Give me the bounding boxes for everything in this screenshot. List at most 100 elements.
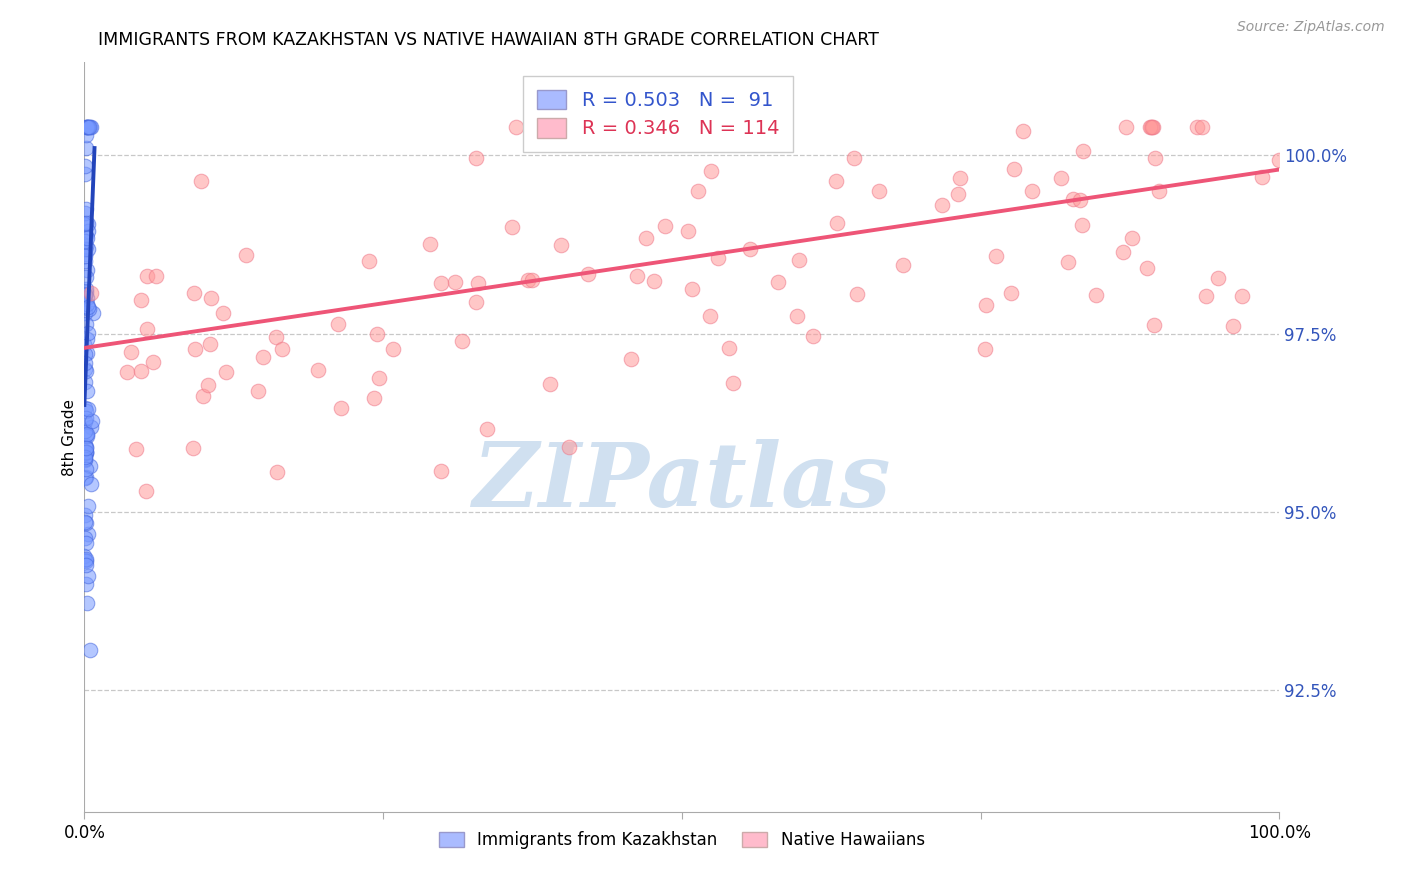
Point xyxy=(451,334,474,348)
Point xyxy=(891,258,914,272)
Point xyxy=(75,414,97,428)
Point xyxy=(1139,120,1161,134)
Point xyxy=(475,421,498,435)
Point xyxy=(75,411,97,425)
Point xyxy=(1021,184,1043,198)
Point xyxy=(76,402,98,417)
Point xyxy=(1057,255,1080,269)
Point xyxy=(825,173,848,187)
Point xyxy=(75,444,97,458)
Point xyxy=(1071,144,1094,158)
Point xyxy=(1143,318,1166,332)
Point xyxy=(654,219,676,234)
Point xyxy=(1267,153,1289,168)
Point xyxy=(1112,244,1135,259)
Point xyxy=(76,346,98,360)
Point xyxy=(183,441,205,455)
Point xyxy=(75,254,97,268)
Point xyxy=(73,242,96,256)
Point xyxy=(266,465,288,479)
Point xyxy=(1070,218,1092,232)
Point xyxy=(75,470,97,484)
Point xyxy=(1115,120,1137,134)
Point xyxy=(986,249,1008,263)
Point xyxy=(82,306,104,320)
Point xyxy=(77,569,100,583)
Point xyxy=(73,424,96,438)
Point xyxy=(931,198,953,212)
Point xyxy=(1121,231,1143,245)
Point xyxy=(125,442,148,457)
Point xyxy=(76,301,98,315)
Point xyxy=(252,350,274,364)
Point xyxy=(76,426,98,441)
Point xyxy=(326,317,349,331)
Point xyxy=(1206,271,1229,285)
Point xyxy=(135,484,157,499)
Point xyxy=(77,223,100,237)
Point xyxy=(190,174,212,188)
Point xyxy=(75,239,97,253)
Point xyxy=(75,249,97,263)
Point xyxy=(363,392,385,406)
Point xyxy=(75,363,97,377)
Point xyxy=(605,120,627,134)
Point xyxy=(73,206,96,220)
Point xyxy=(801,329,824,343)
Point xyxy=(382,342,405,356)
Point xyxy=(75,401,97,415)
Point xyxy=(1140,120,1163,134)
Point xyxy=(200,291,222,305)
Legend: Immigrants from Kazakhstan, Native Hawaiians: Immigrants from Kazakhstan, Native Hawai… xyxy=(432,824,932,855)
Point xyxy=(75,470,97,484)
Point xyxy=(1142,120,1164,134)
Point xyxy=(307,363,329,377)
Point xyxy=(75,128,97,142)
Point xyxy=(75,446,97,460)
Point xyxy=(367,371,389,385)
Point xyxy=(75,532,97,546)
Point xyxy=(73,235,96,249)
Point xyxy=(79,477,101,491)
Point xyxy=(501,220,523,235)
Point xyxy=(75,440,97,454)
Point xyxy=(465,295,488,310)
Point xyxy=(76,326,98,340)
Point xyxy=(75,141,97,155)
Point xyxy=(79,120,101,134)
Point xyxy=(366,326,388,341)
Point xyxy=(626,268,648,283)
Point xyxy=(75,247,97,261)
Point xyxy=(76,384,98,398)
Point xyxy=(79,458,101,473)
Point xyxy=(1012,124,1035,138)
Point xyxy=(1149,184,1171,198)
Point xyxy=(77,499,100,513)
Point xyxy=(464,152,486,166)
Point xyxy=(1143,151,1166,165)
Point xyxy=(430,464,453,478)
Point xyxy=(75,318,97,332)
Point xyxy=(768,275,790,289)
Point xyxy=(73,337,96,351)
Point xyxy=(76,242,98,256)
Point xyxy=(444,275,467,289)
Point xyxy=(1191,120,1213,134)
Y-axis label: 8th Grade: 8th Grade xyxy=(62,399,77,475)
Point xyxy=(75,270,97,285)
Point xyxy=(948,187,970,202)
Point xyxy=(1069,193,1091,207)
Point xyxy=(136,268,159,283)
Point xyxy=(330,401,353,416)
Point xyxy=(1250,169,1272,184)
Point xyxy=(419,236,441,251)
Point xyxy=(868,184,890,198)
Point xyxy=(76,262,98,277)
Point xyxy=(681,282,703,296)
Point xyxy=(643,274,665,288)
Point xyxy=(1062,192,1084,206)
Point xyxy=(198,337,221,351)
Point xyxy=(73,362,96,376)
Point xyxy=(197,377,219,392)
Point xyxy=(76,428,98,442)
